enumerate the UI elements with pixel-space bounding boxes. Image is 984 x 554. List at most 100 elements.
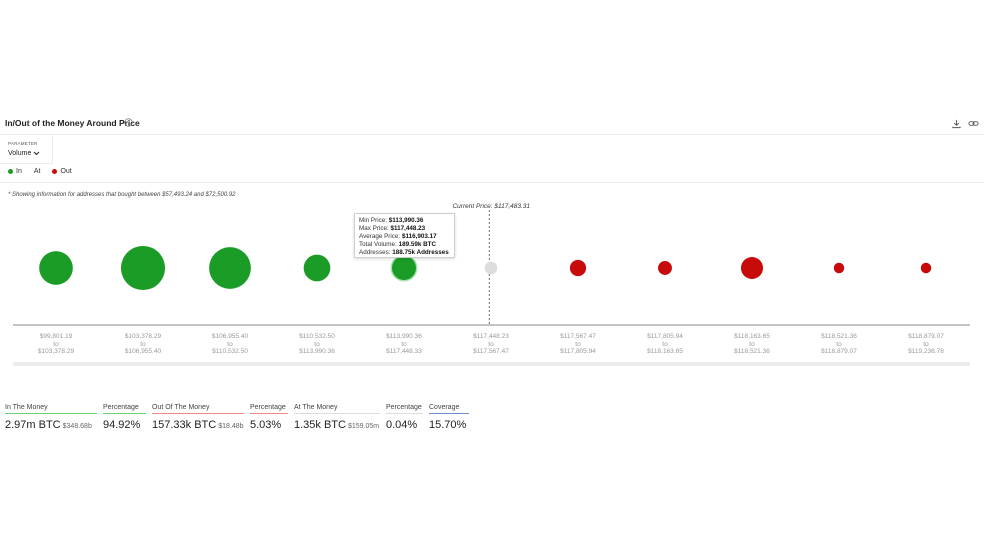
stat-label: Percentage	[103, 404, 139, 411]
stat-coverage: Coverage 15.70%	[429, 404, 469, 431]
tooltip-min-price: Min Price: $113,990.36	[359, 217, 424, 224]
stat-out-of-the-money: Out Of The Money 157.33k BTC $18.48b	[152, 404, 244, 431]
tick-label-from: $117,567.47	[560, 333, 596, 340]
legend-item-out[interactable]: Out	[52, 168, 72, 175]
stat-underline	[386, 413, 423, 414]
tick-label-to: $117,448.33	[386, 348, 422, 355]
parameter-selector: PARAMETER Volume	[0, 135, 53, 164]
bubble-out	[833, 262, 845, 274]
chart-legend: In At Out	[8, 168, 72, 175]
stat-label: In The Money	[5, 404, 48, 411]
legend-at-label: At	[33, 168, 41, 175]
tick-label-to-word: to	[314, 341, 320, 348]
tick-label-to-word: to	[227, 341, 233, 348]
tick-label-to-word: to	[401, 341, 407, 348]
bubble-in	[120, 245, 166, 291]
tick-label-from: $118,521.36	[821, 333, 857, 340]
help-icon[interactable]: ?	[124, 118, 133, 127]
tick-label-from: $117,805.94	[647, 333, 683, 340]
stat-value: 94.92%	[103, 419, 141, 431]
current-price-label: Current Price: $117,483.31	[452, 203, 530, 210]
chart-tooltip: Min Price: $113,990.36 Max Price: $117,4…	[354, 213, 455, 258]
stat-label: Percentage	[386, 404, 422, 411]
tick-label-to: $117,805.94	[560, 348, 596, 355]
tooltip-volume: Total Volume: 189.59k BTC	[359, 240, 437, 248]
widget-title: In/Out of the Money Around Price	[5, 118, 140, 128]
legend-item-in[interactable]: In	[8, 168, 22, 175]
tick-label-from: $99,801.19	[40, 333, 73, 340]
stat-label: At The Money	[294, 404, 338, 411]
parameter-value: Volume	[8, 150, 32, 157]
chevron-down-icon	[34, 151, 40, 156]
legend-in-label: In	[16, 168, 22, 175]
bubble-in	[390, 254, 418, 282]
svg-text:?: ?	[127, 120, 130, 126]
link-icon[interactable]	[968, 118, 979, 129]
bubble-chart: Current Price: $117,483.31$99,801.19to$1…	[13, 203, 970, 366]
tick-label-from: $106,955.40	[212, 333, 249, 340]
address-range-note: * Showing information for addresses that…	[8, 192, 236, 198]
stat-value: 0.04%	[386, 419, 418, 431]
tick-label-to: $118,521.36	[734, 348, 770, 355]
legend-divider	[0, 182, 984, 183]
stat-underline	[294, 413, 380, 414]
download-icon[interactable]	[951, 118, 962, 129]
stat-value: 15.70%	[429, 419, 467, 431]
stat-underline	[5, 413, 97, 414]
widget-header: In/Out of the Money Around Price ?	[0, 112, 984, 135]
tick-label-to: $110,532.50	[212, 348, 248, 355]
tick-label-from: $118,879.07	[908, 333, 944, 340]
tick-label-to-word: to	[140, 341, 146, 348]
tick-label-to-word: to	[923, 341, 929, 348]
tick-label-to: $117,567.47	[473, 348, 509, 355]
stat-underline	[429, 413, 469, 414]
bubble-out	[658, 261, 672, 275]
tick-label-to-word: to	[749, 341, 755, 348]
stat-label: Out Of The Money	[152, 404, 210, 411]
stat-underline	[152, 413, 244, 414]
tick-label-to-word: to	[488, 341, 494, 348]
stat-value: 5.03%	[250, 419, 282, 431]
stat-label: Percentage	[250, 404, 286, 411]
legend-out-label: Out	[60, 168, 72, 175]
stat-value: 157.33k BTC $18.48b	[152, 419, 244, 431]
stat-underline	[103, 413, 146, 414]
bubble-at	[484, 261, 498, 275]
stat-underline	[250, 413, 288, 414]
tooltip-avg-price: Average Price: $116,903.17	[359, 232, 437, 240]
parameter-label: PARAMETER	[8, 141, 38, 146]
legend-in-dot	[8, 169, 13, 174]
stat-out-percentage: Percentage 5.03%	[250, 404, 288, 431]
tick-label-to: $106,955.40	[125, 348, 162, 355]
stat-in-percentage: Percentage 94.92%	[103, 404, 146, 431]
tick-label-to: $118,163.65	[647, 348, 683, 355]
scrollbar-track	[13, 362, 970, 366]
legend-out-dot	[52, 169, 58, 174]
tick-label-to-word: to	[575, 341, 581, 348]
bubble-in	[209, 247, 251, 289]
stat-at-percentage: Percentage 0.04%	[386, 404, 423, 431]
bubble-out	[569, 259, 587, 277]
bubble-out	[920, 262, 932, 274]
tick-label-from: $113,990.36	[386, 333, 422, 340]
bubble-in	[303, 254, 331, 282]
stat-label: Coverage	[429, 404, 460, 411]
tick-label-from: $118,163.65	[734, 333, 770, 340]
tick-label-from: $103,378.29	[125, 333, 162, 340]
tooltip-addresses: Addresses: 188.75k Addresses	[359, 248, 449, 256]
tick-label-to-word: to	[662, 341, 668, 348]
parameter-dropdown[interactable]: Volume	[8, 150, 40, 157]
tooltip-max-price: Max Price: $117,448.23	[359, 224, 426, 232]
stat-at-the-money: At The Money 1.35k BTC $159.05m	[294, 404, 380, 431]
tick-label-to-word: to	[53, 341, 59, 348]
bubble-out	[740, 256, 764, 280]
tick-label-to-word: to	[836, 341, 842, 348]
tick-label-from: $117,448.23	[473, 333, 509, 340]
legend-item-at[interactable]: At	[34, 168, 41, 175]
bubble-in	[39, 251, 73, 285]
stat-value: 1.35k BTC $159.05m	[294, 419, 380, 431]
summary-stats: In The Money 2.97m BTC $348.68b Percentag…	[5, 404, 469, 431]
tick-label-to: $103,378.29	[38, 348, 75, 355]
stat-value: 2.97m BTC $348.68b	[5, 419, 92, 431]
tick-label-to: $118,879.07	[821, 348, 857, 355]
